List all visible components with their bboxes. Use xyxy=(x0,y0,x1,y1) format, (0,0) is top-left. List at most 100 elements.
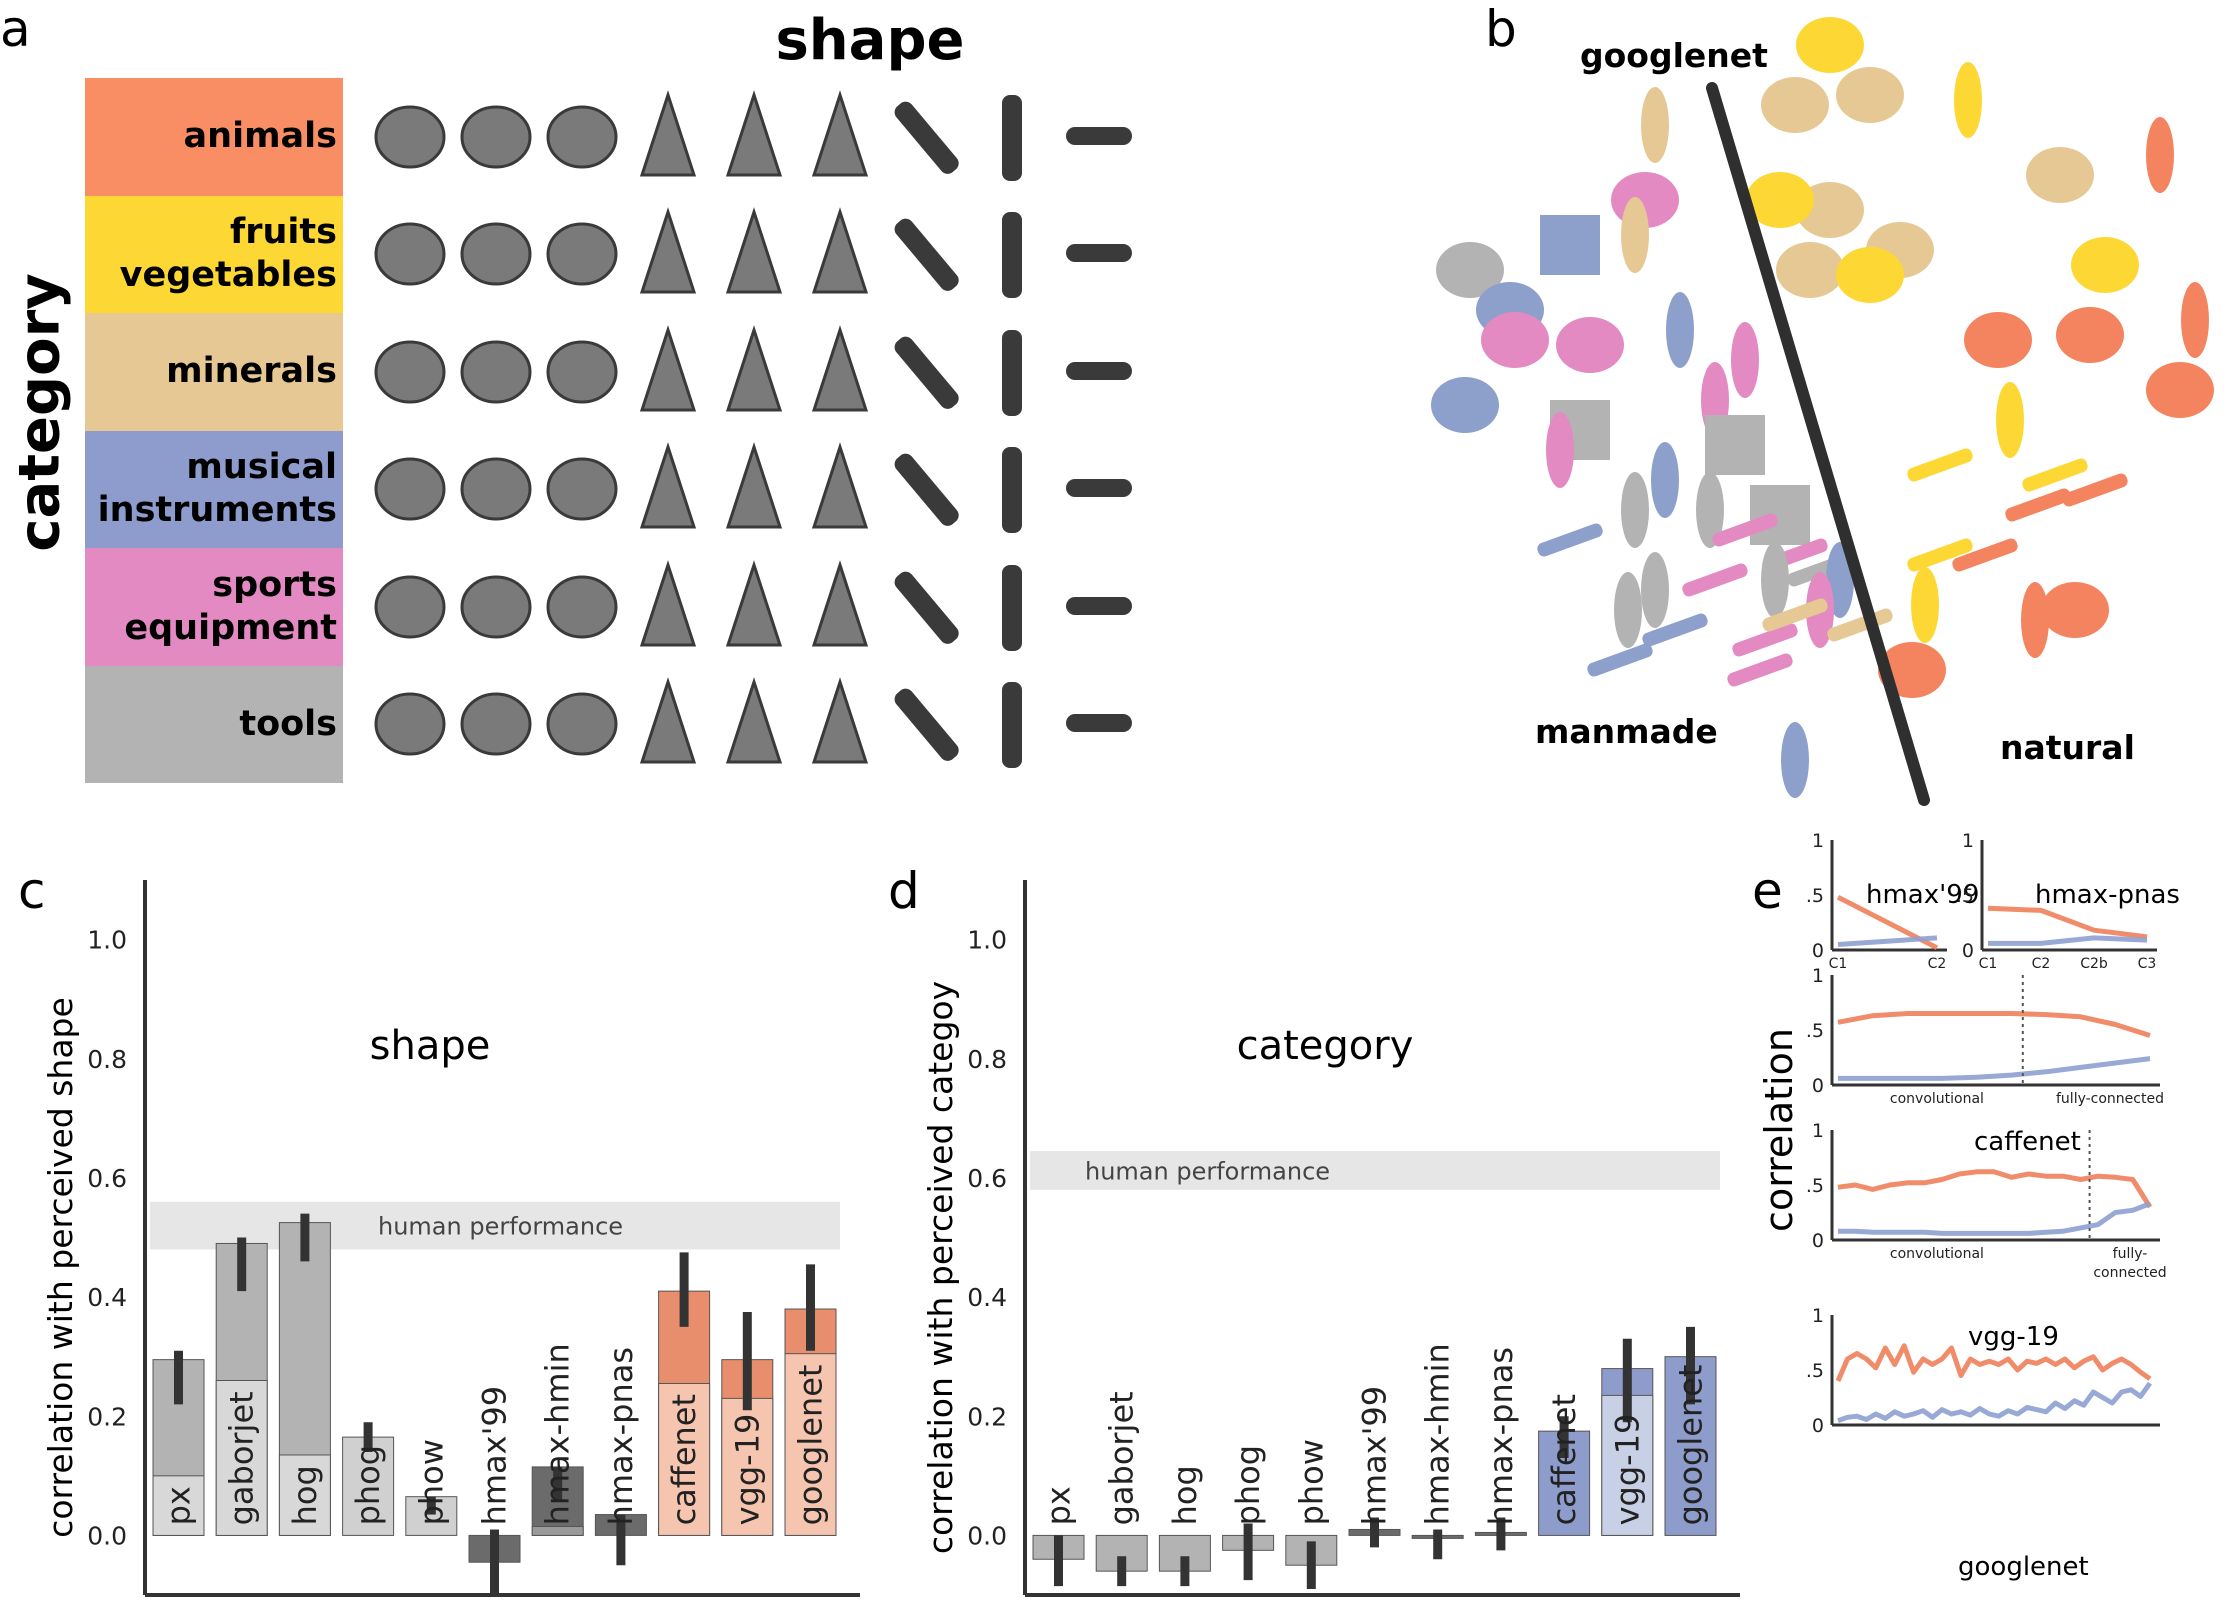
boundary-line xyxy=(1706,82,1930,806)
bar-label: px xyxy=(160,1486,198,1525)
category-label-line: musical xyxy=(186,447,337,488)
y-tick-label: 0.4 xyxy=(87,1283,127,1312)
y-tick-label: 0.2 xyxy=(87,1402,127,1431)
silhouette xyxy=(1964,312,2032,368)
y-axis-label: correlation with perceived shape xyxy=(41,997,80,1538)
rabbit-icon xyxy=(725,89,783,177)
object-thumbnail-icon xyxy=(374,692,446,756)
category-label-line: equipment xyxy=(124,607,337,648)
y-tick-label: 0.2 xyxy=(967,1402,1007,1431)
silhouette xyxy=(1836,67,1904,123)
bar-inner xyxy=(531,1525,584,1536)
natural-label: natural xyxy=(2000,728,2135,767)
y-tick-label: .5 xyxy=(1806,1175,1824,1197)
silhouette xyxy=(1996,382,2024,458)
model-label: googlenet xyxy=(1580,36,1768,75)
category-label-line: sports xyxy=(212,564,337,605)
owl-icon xyxy=(811,89,869,177)
bar-label: gaborjet xyxy=(1103,1391,1141,1525)
bar-inner xyxy=(278,1454,331,1536)
object-thumbnail-icon xyxy=(546,340,618,404)
bar-inner xyxy=(784,1353,837,1536)
panel-label-c: c xyxy=(18,862,46,920)
silhouette xyxy=(1954,62,1982,138)
silhouette xyxy=(2062,473,2128,507)
bar-label: hmax'99 xyxy=(476,1386,514,1526)
manmade-label: manmade xyxy=(1535,712,1718,751)
bar-label: caffenet xyxy=(665,1394,703,1525)
bar-label: vgg-19 xyxy=(728,1414,766,1526)
silhouette xyxy=(1907,538,1973,572)
y-tick-label: 0 xyxy=(1812,940,1824,962)
silhouette xyxy=(1911,567,1939,643)
centipede-icon xyxy=(1002,94,1022,181)
object-thumbnail-icon xyxy=(725,559,783,647)
bar-label: caffenet xyxy=(1545,1394,1583,1525)
object-thumbnail-icon xyxy=(1002,212,1022,299)
silhouette xyxy=(2041,582,2109,638)
silhouette xyxy=(2181,282,2209,358)
silhouette xyxy=(1731,322,1759,398)
y-tick-label: 1 xyxy=(1812,1305,1824,1327)
silhouette xyxy=(1827,608,1893,642)
y-tick-label: 0 xyxy=(1812,1415,1824,1437)
object-thumbnail-icon xyxy=(1066,361,1132,380)
object-thumbnail-icon xyxy=(460,340,532,404)
bar-inner xyxy=(152,1475,205,1536)
object-thumbnail-icon xyxy=(639,442,697,529)
goose-icon xyxy=(639,89,697,177)
object-thumbnail-icon xyxy=(546,575,618,639)
object-thumbnail-icon xyxy=(894,336,959,409)
y-tick-label: 0.0 xyxy=(87,1521,127,1550)
y-tick-label: 0 xyxy=(1962,940,1974,962)
x-group-label: fully- xyxy=(2113,1246,2148,1262)
shape-series-line xyxy=(1987,905,2148,940)
category-series-line xyxy=(1988,935,2148,946)
object-thumbnail-icon xyxy=(894,453,959,527)
object-thumbnail-icon xyxy=(1066,714,1132,733)
object-thumbnail-icon xyxy=(725,324,783,412)
bar-label: hmax-pnas xyxy=(602,1347,640,1525)
object-thumbnail-icon xyxy=(460,575,532,639)
y-tick-label: 0.0 xyxy=(967,1521,1007,1550)
squid-icon xyxy=(894,101,959,174)
y-tick-label: 1 xyxy=(1812,1120,1824,1142)
bar-inner xyxy=(215,1380,268,1536)
object-thumbnail-icon xyxy=(811,207,869,294)
embedding-plot xyxy=(1431,17,2214,806)
human-performance-band xyxy=(150,1201,840,1250)
shape-bar-chart: 0.0 0.2 0.4 0.6 0.8 1.0 correlation with perce… xyxy=(41,880,860,1597)
y-tick-label: 0 xyxy=(1812,1230,1824,1252)
bar-label: googlenet xyxy=(792,1365,830,1526)
shape-series-line xyxy=(1835,1343,2152,1382)
object-thumbnail-icon xyxy=(374,222,446,286)
bar-label: phog xyxy=(349,1445,387,1525)
y-tick-label: .5 xyxy=(1806,885,1824,907)
category-label-line: animals xyxy=(183,116,337,157)
panel-label-e: e xyxy=(1752,862,1783,920)
y-tick-label: 0.6 xyxy=(87,1164,127,1193)
grid-title: shape xyxy=(775,8,965,73)
object-thumbnail-icon xyxy=(546,692,618,756)
silhouette xyxy=(1651,442,1679,518)
bar-label: hog xyxy=(286,1465,324,1525)
bar xyxy=(342,1436,395,1536)
silhouette xyxy=(1537,523,1603,557)
bar-inner xyxy=(721,1397,774,1536)
bar-label: vgg-19 xyxy=(1608,1414,1646,1526)
y-tick-label: 1 xyxy=(1962,830,1974,852)
category-series-line xyxy=(1837,1381,2153,1423)
object-thumbnail-icon xyxy=(811,559,869,647)
bar-label: phog xyxy=(1229,1445,1267,1525)
object-thumbnail-icon xyxy=(894,571,959,644)
silhouette xyxy=(1796,17,1864,73)
butterfly-icon xyxy=(374,105,446,169)
silhouette xyxy=(1682,563,1748,597)
bar xyxy=(1095,1534,1148,1572)
silhouette xyxy=(2146,362,2214,418)
object-thumbnail-icon xyxy=(725,677,783,764)
bar xyxy=(405,1496,458,1536)
snake-icon xyxy=(460,105,532,169)
subplot-title: googlenet xyxy=(1958,1552,2089,1582)
